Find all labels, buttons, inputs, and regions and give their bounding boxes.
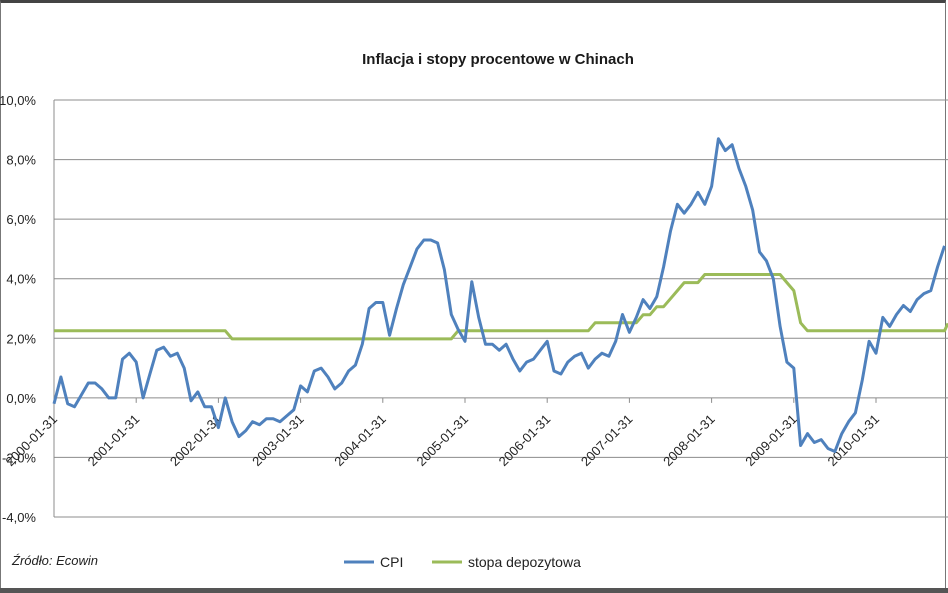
legend-deposit-rate-label: stopa depozytowa: [468, 554, 581, 570]
x-tick-label: 2007-01-31: [578, 411, 636, 469]
y-tick-label: 10,0%: [0, 93, 36, 108]
y-tick-label: 4,0%: [6, 272, 36, 287]
series-line-stopa-depozytowa: [54, 273, 948, 341]
y-tick-label: 8,0%: [6, 153, 36, 168]
series-lines: [52, 137, 948, 453]
series-line-cpi: [52, 137, 946, 453]
x-axis-ticks: 2000-01-31 2001-01-31 2002-01-31 2003-01-31…: [2, 397, 882, 469]
gridlines: [54, 99, 948, 518]
legend-cpi-label: CPI: [380, 554, 403, 570]
y-axis-ticks: -4,0% -2,0% 0,0% 2,0% 4,0% 6,0% 8,0% 10,0%: [0, 93, 36, 525]
x-tick-label: 2001-01-31: [85, 411, 143, 469]
x-tick-label: 2010-01-31: [824, 411, 882, 469]
y-tick-label: 2,0%: [6, 331, 36, 346]
y-tick-label: -2,0%: [2, 450, 36, 465]
y-tick-label: 0,0%: [6, 391, 36, 406]
chart-title: Inflacja i stopy procentowe w Chinach: [362, 51, 634, 68]
x-tick-label: 2009-01-31: [742, 411, 800, 469]
y-tick-label: 6,0%: [6, 212, 36, 227]
x-tick-label: 2004-01-31: [331, 411, 389, 469]
y-tick-label: -4,0%: [2, 510, 36, 525]
source-note: Źródło: Ecowin: [12, 553, 98, 568]
bottom-border: [0, 588, 948, 593]
x-tick-label: 2005-01-31: [413, 411, 471, 469]
x-tick-label: 2008-01-31: [660, 411, 718, 469]
legend: CPI stopa depozytowa: [344, 554, 581, 570]
x-tick-label: 2006-01-31: [496, 411, 554, 469]
